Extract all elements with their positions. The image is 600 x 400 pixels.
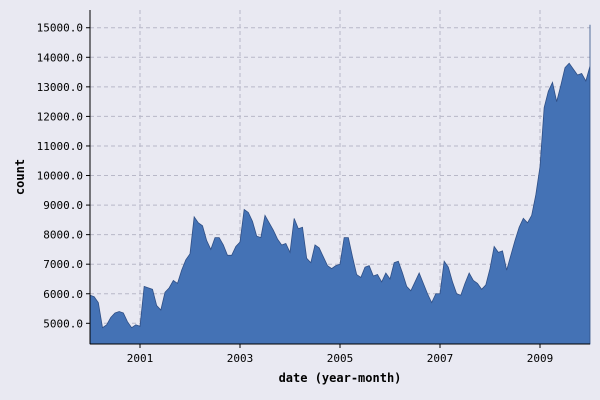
y-tick-label: 9000.0 xyxy=(43,199,83,212)
y-tick-label: 14000.0 xyxy=(37,51,83,64)
x-tick-label: 2005 xyxy=(327,352,354,365)
y-tick-label: 5000.0 xyxy=(43,317,83,330)
x-tick-label: 2001 xyxy=(127,352,154,365)
x-tick-label: 2003 xyxy=(227,352,254,365)
area-series xyxy=(89,24,591,345)
y-axis-title: count xyxy=(13,159,27,195)
y-tick-label: 12000.0 xyxy=(37,110,83,123)
y-tick-label: 10000.0 xyxy=(37,170,83,183)
y-ticks: 5000.0 6000.0 7000.0 8000.0 9000.0 10000.0 110… xyxy=(37,22,90,330)
x-ticks: 2001 2003 2005 2007 2009 xyxy=(127,344,554,365)
x-axis-title: date (year-month) xyxy=(279,371,402,385)
y-tick-label: 13000.0 xyxy=(37,81,83,94)
y-tick-label: 6000.0 xyxy=(43,288,83,301)
y-tick-label: 15000.0 xyxy=(37,22,83,35)
y-tick-label: 11000.0 xyxy=(37,140,83,153)
y-tick-label: 8000.0 xyxy=(43,229,83,242)
y-tick-label: 7000.0 xyxy=(43,258,83,271)
x-tick-label: 2007 xyxy=(427,352,454,365)
x-tick-label: 2009 xyxy=(527,352,554,365)
